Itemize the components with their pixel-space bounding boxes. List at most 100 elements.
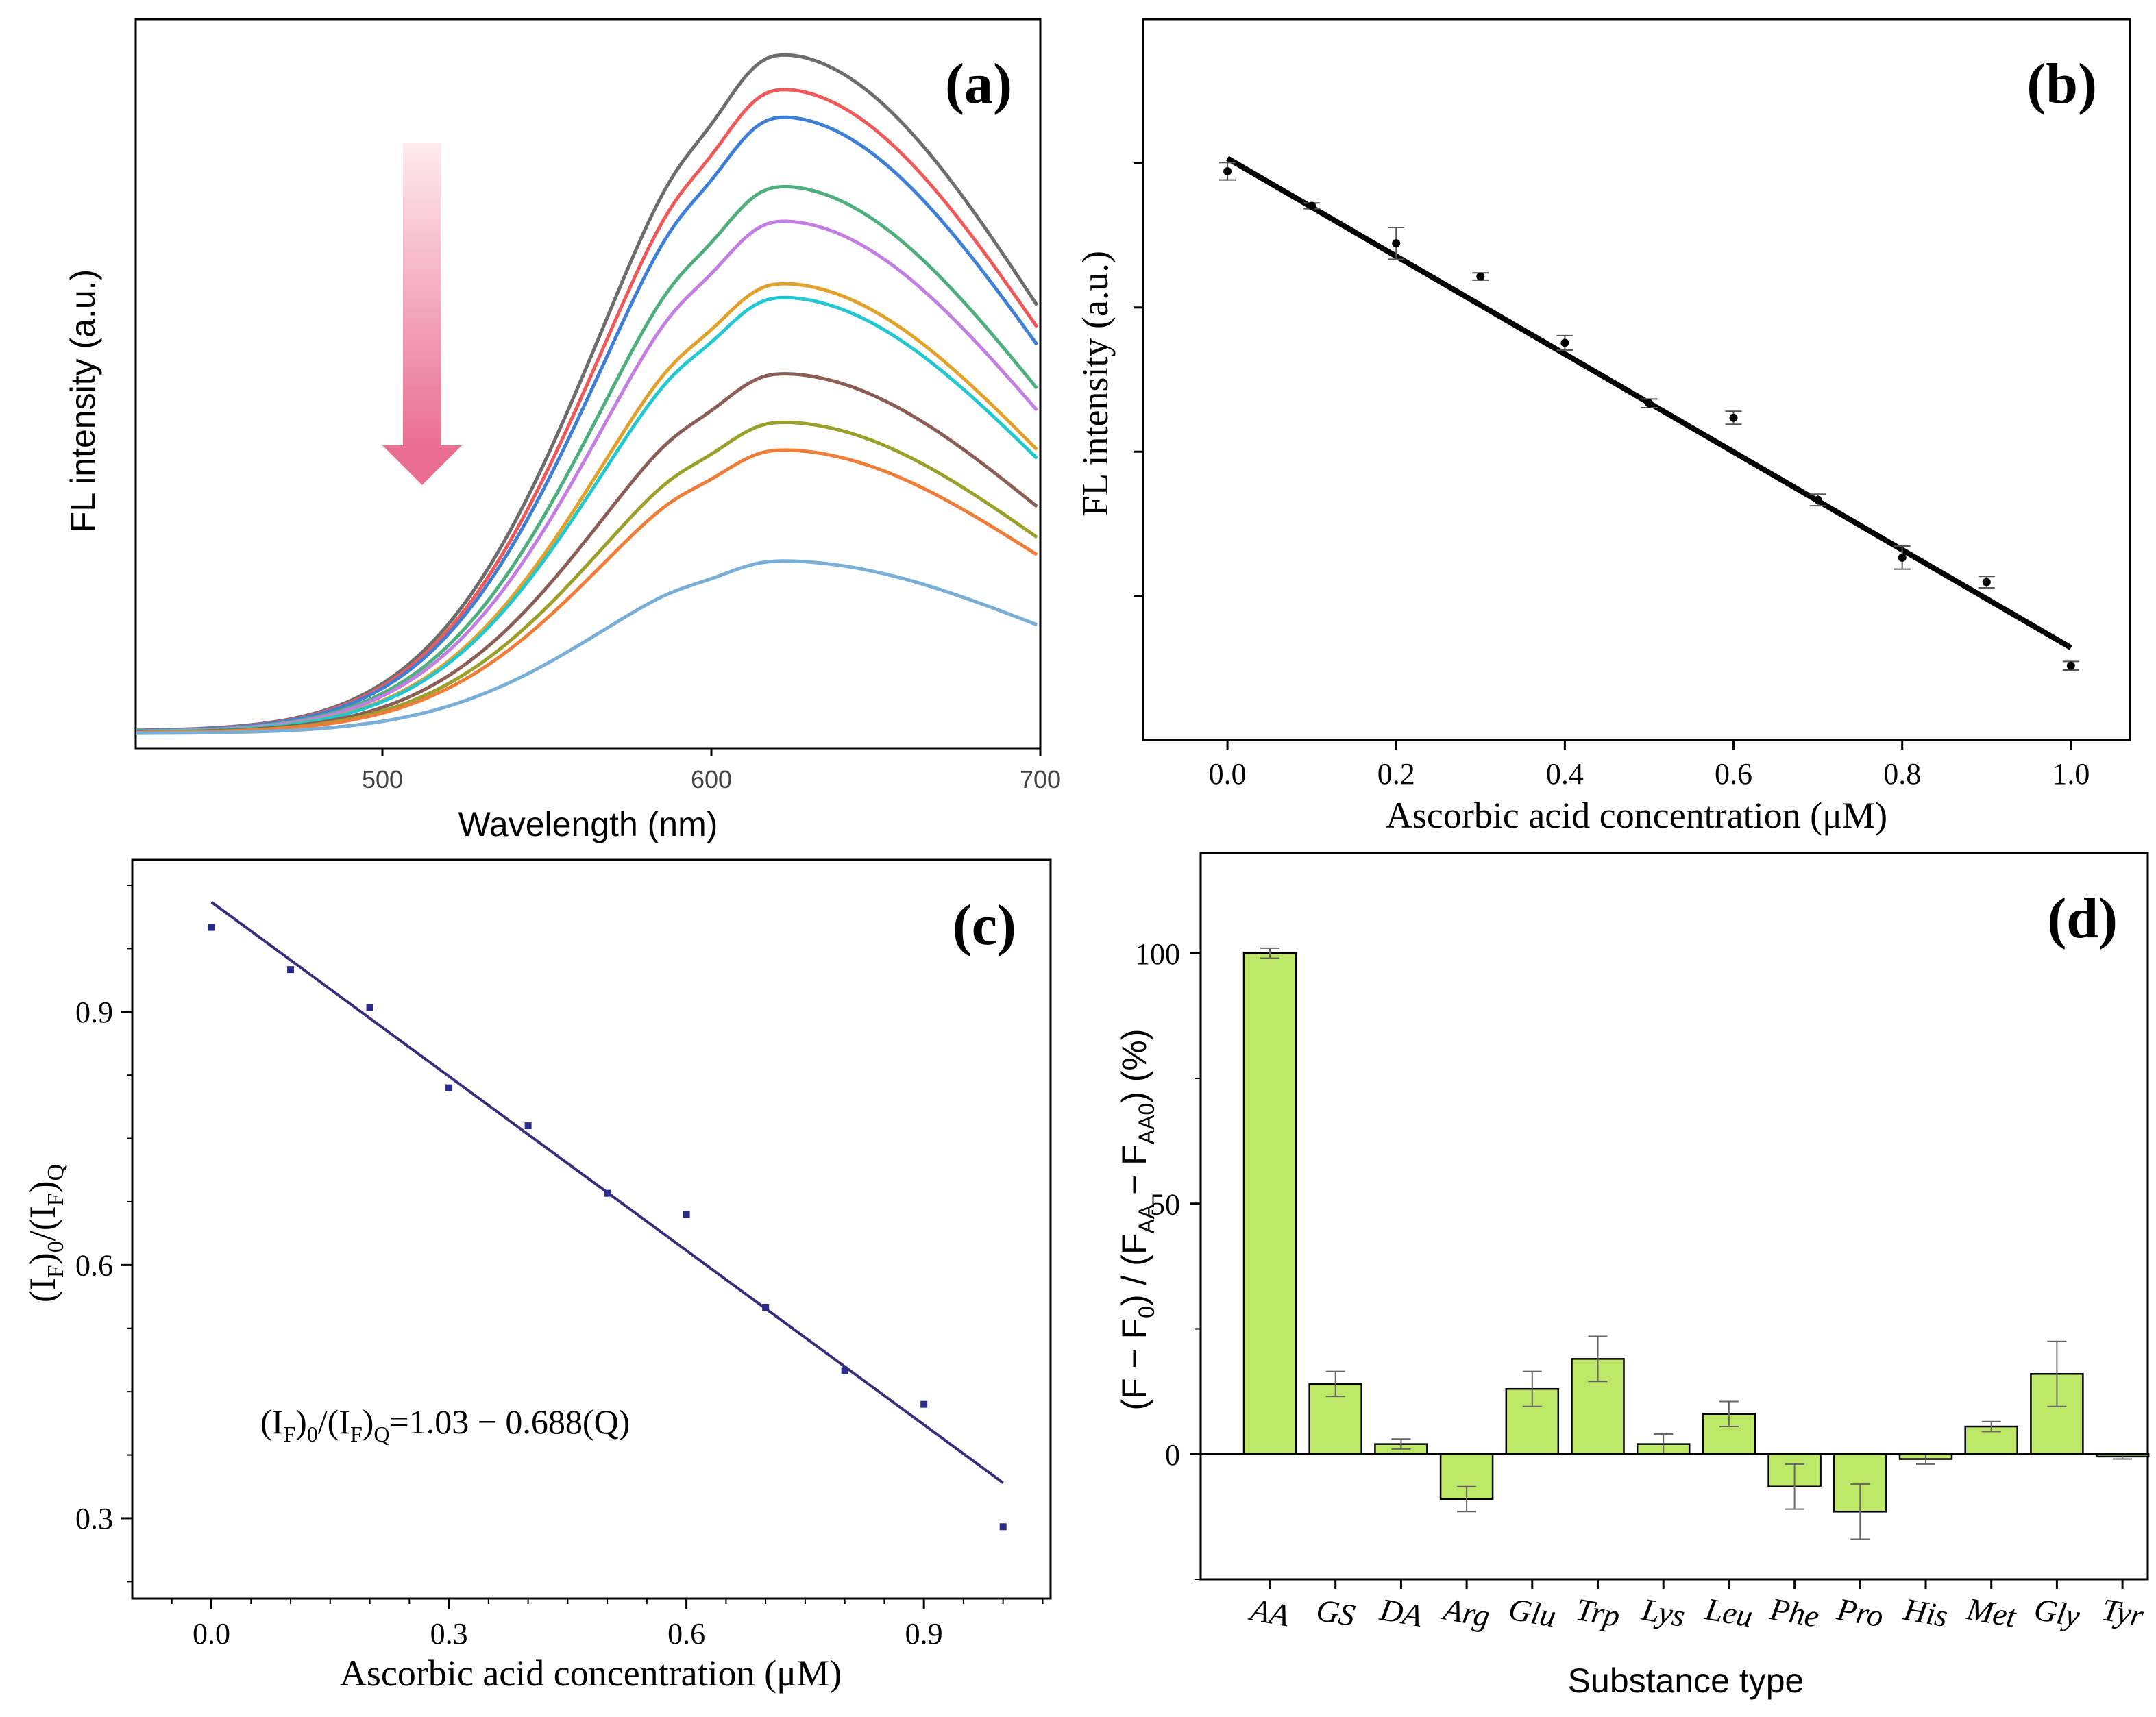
panel-d-category-aa: AA — [1246, 1592, 1293, 1633]
panel-c-data-point — [683, 1211, 690, 1218]
panel-b-label: (b) — [2026, 52, 2097, 116]
panel-d-category-phe: Phe — [1767, 1591, 1822, 1634]
panel-d-y-tick-label: 50 — [1150, 1188, 1180, 1222]
panel-a-spectra-chart: 500 600 700 (a) Wavelength (nm) FL intensi… — [64, 18, 1061, 843]
panel-b-data-points — [1219, 162, 2079, 671]
panel-a-curve-3 — [135, 115, 1039, 732]
panel-d-x-axis-label: Substance type — [1568, 1662, 1804, 1700]
panel-c-ratio-chart: 0.0 0.3 0.6 0.9 0.3 0.6 0.9 (c) (IF)0/(IF)Q=1.… — [22, 858, 1052, 1694]
panel-d-category-met: Met — [1963, 1591, 2019, 1634]
panel-d-category-leu: Leu — [1702, 1591, 1756, 1633]
panel-b-fl-intensity-chart: 0.0 0.2 0.4 0.6 0.8 1.0 (b) Ascorbic acid con… — [1075, 18, 2131, 836]
panel-a-label: (a) — [945, 52, 1012, 116]
panel-d-error-bar — [1785, 1463, 1804, 1510]
panel-c-data-point — [604, 1189, 611, 1197]
panel-d-category-arg: Arg — [1439, 1591, 1493, 1633]
panel-c-x-tick-label: 0.6 — [667, 1617, 705, 1651]
panel-c-y-tick-label: 0.9 — [75, 996, 113, 1029]
panel-d-error-bar — [1850, 1483, 1870, 1540]
panel-a-x-ticks: 500 600 700 — [362, 748, 1061, 793]
panel-d-category-his: His — [1900, 1592, 1950, 1633]
panel-d-category-gs: GS — [1314, 1592, 1358, 1633]
panel-b-data-point — [1223, 166, 1232, 175]
panel-b-data-point — [1560, 338, 1569, 347]
panel-c-y-tick-label: 0.3 — [75, 1502, 113, 1535]
panel-d-selectivity-chart: 0 50 100 AA GS DA Arg Glu Trp Lys Leu Phe Pro His Met… — [1115, 852, 2150, 1700]
panel-d-y-tick-label: 100 — [1135, 937, 1180, 971]
panel-b-data-point — [1982, 578, 1991, 586]
panel-c-x-axis-label: Ascorbic acid concentration (μM) — [340, 1653, 842, 1694]
panel-d-category-da: DA — [1377, 1592, 1425, 1633]
panel-d-error-bar — [1719, 1400, 1739, 1428]
panel-d-category-pro: Pro — [1834, 1591, 1886, 1633]
panel-b-x-tick-label: 0.4 — [1546, 757, 1584, 791]
panel-b-frame — [1142, 18, 2131, 741]
panel-a-curve-7 — [135, 295, 1038, 734]
panel-d-bar-aa — [1242, 952, 1297, 1455]
panel-c-frame — [131, 858, 1052, 1600]
panel-d-category-tyr: Tyr — [2099, 1592, 2147, 1633]
panel-a-x-tick-label: 600 — [691, 765, 732, 793]
panel-c-x-tick-label: 0.0 — [193, 1617, 230, 1651]
panel-d-y-tick-label: 0 — [1165, 1438, 1180, 1472]
panel-b-data-point — [2066, 661, 2075, 670]
panel-a-curve-1 — [135, 53, 1039, 732]
panel-d-y-axis-label: (F − F0) / (FAA − FAA0) (%) — [1115, 1028, 1159, 1410]
panel-d-category-glu: Glu — [1506, 1591, 1559, 1633]
panel-c-data-point — [524, 1122, 532, 1130]
panel-c-data-point — [445, 1084, 453, 1091]
panel-b-x-tick-label: 0.8 — [1883, 757, 1921, 791]
panel-a-curves — [135, 53, 1039, 735]
panel-d-category-gly: Gly — [2032, 1592, 2083, 1634]
panel-c-data-point — [841, 1367, 848, 1374]
panel-b-x-tick-label: 0.2 — [1377, 757, 1415, 791]
panel-b-y-axis-label: FL intensity (a.u.) — [1075, 251, 1116, 517]
panel-b-data-point — [1392, 239, 1401, 248]
panel-d-bars — [1242, 947, 2150, 1540]
panel-b-x-tick-label: 0.0 — [1209, 757, 1247, 791]
panel-c-x-tick-label: 0.3 — [430, 1617, 468, 1651]
panel-c-data-point — [366, 1004, 373, 1011]
panel-d-error-bar — [1522, 1370, 1542, 1407]
panel-a-curve-10 — [135, 448, 1038, 734]
panel-c-ticks: 0.0 0.3 0.6 0.9 0.3 0.6 0.9 — [75, 884, 1044, 1651]
panel-b-x-tick-label: 1.0 — [2052, 757, 2090, 791]
panel-b-ticks: 0.0 0.2 0.4 0.6 0.8 1.0 — [1134, 162, 2090, 791]
panel-c-data-point — [208, 924, 215, 931]
panel-d-error-bar — [1325, 1370, 1345, 1398]
panel-c-y-tick-label: 0.6 — [75, 1248, 113, 1282]
panel-b-x-tick-label: 0.6 — [1715, 757, 1752, 791]
panel-b-data-point — [1645, 399, 1654, 408]
panel-b-data-point — [1898, 553, 1907, 562]
panel-d-ticks: 0 50 100 — [1135, 937, 2124, 1589]
panel-d-category-trp: Trp — [1573, 1592, 1623, 1633]
panel-c-data-point — [999, 1523, 1007, 1531]
panel-d-category-lys: Lys — [1639, 1592, 1687, 1633]
panel-b-data-point — [1476, 272, 1485, 281]
panel-c-x-tick-label: 0.9 — [905, 1617, 943, 1651]
panel-d-error-bar — [1981, 1420, 2001, 1433]
panel-b-data-point — [1729, 413, 1738, 422]
panel-d-category-labels: AA GS DA Arg Glu Trp Lys Leu Phe Pro His Met Gly Tyr — [1246, 1591, 2146, 1634]
panel-c-data-point — [762, 1303, 770, 1311]
panel-c-data-point — [287, 966, 295, 974]
panel-b-data-point — [1813, 495, 1822, 504]
panel-c-label: (c) — [953, 893, 1016, 957]
panel-c-data-point — [920, 1400, 928, 1408]
panel-a-y-axis-label: FL intensity (a.u.) — [64, 269, 102, 532]
panel-b-x-axis-label: Ascorbic acid concentration (μM) — [1386, 795, 1887, 836]
panel-d-error-bar — [1260, 947, 1279, 959]
panel-a-x-tick-label: 500 — [362, 765, 403, 793]
panel-a-curve-6 — [135, 282, 1038, 734]
panel-a-curve-8 — [136, 372, 1038, 734]
panel-d-error-bar — [2047, 1340, 2067, 1407]
panel-a-decrease-arrow — [382, 143, 462, 485]
panel-d-error-bar — [1391, 1438, 1411, 1450]
panel-d-error-bar — [1457, 1485, 1477, 1513]
panel-d-frame — [1199, 852, 2149, 1581]
panel-c-y-axis-label: (IF)0/(IF)Q — [22, 1164, 69, 1302]
panel-c-data-points — [208, 924, 1007, 1531]
panel-d-label: (d) — [2047, 887, 2118, 950]
panel-a-frame — [134, 18, 1042, 750]
